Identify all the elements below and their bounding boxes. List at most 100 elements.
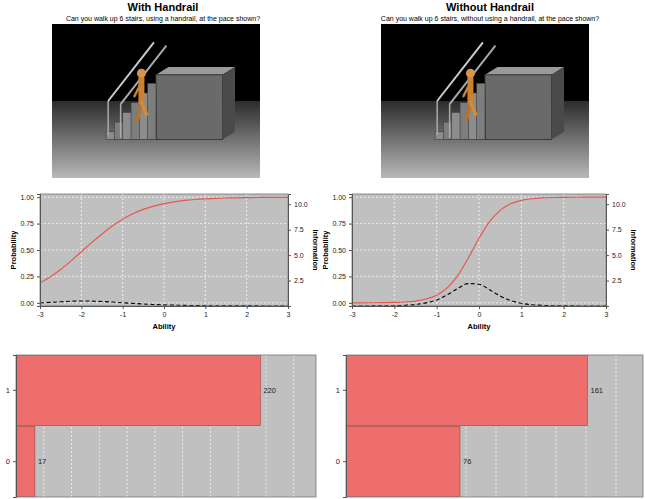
image-step (148, 83, 156, 139)
y2-tick-mark (606, 255, 609, 256)
bar (16, 426, 35, 497)
x-tick-label: 2 (245, 311, 249, 318)
y-tick: 0.50 (20, 247, 40, 254)
image-handrail-post (107, 101, 109, 135)
image-background (381, 24, 589, 178)
plot-background (16, 355, 316, 497)
line-chart: Without Handrail Can you walk up 6 stairs… (321, 1, 638, 331)
y-tick-mark (349, 197, 352, 198)
data-label: 220 (263, 386, 276, 395)
plot-marks (40, 197, 288, 306)
x-tick-mark (81, 306, 82, 309)
series-line (40, 301, 288, 306)
y-axis: 0.000.250.500.751.00 (332, 194, 352, 307)
category-tick: 1 (336, 386, 346, 395)
grid-line (293, 355, 294, 497)
y2-tick: 10.0 (288, 201, 308, 208)
y-tick-mark (37, 197, 40, 198)
grid (352, 194, 606, 306)
bar (346, 355, 588, 426)
image-handrail (450, 46, 496, 105)
y2-axis-title: Information (311, 229, 320, 271)
image-platform (485, 75, 552, 140)
y-tick: 0.00 (20, 300, 40, 307)
y2-tick-label: 5.0 (294, 252, 304, 259)
y2-tick: 2.5 (288, 277, 304, 284)
y2-tick: 5.0 (288, 252, 304, 259)
y2-tick: 10.0 (606, 201, 626, 208)
y2-tick-label: 7.5 (612, 226, 622, 233)
category-axis-line (343, 356, 347, 498)
y-tick-label: 1.00 (332, 194, 346, 201)
y-tick-label: 0.00 (20, 300, 34, 307)
x-tick: 1 (204, 306, 208, 318)
x-tick-label: 3 (287, 311, 291, 318)
y2-tick-mark (606, 204, 609, 205)
plot-marks (346, 355, 588, 497)
category-axis-line (13, 356, 17, 498)
category-axis: 01 (6, 356, 17, 498)
image-platform-top (156, 67, 235, 75)
image-platform-side (552, 67, 564, 139)
y-axis-line (349, 195, 353, 307)
y2-tick-label: 7.5 (294, 226, 304, 233)
y-tick-mark (349, 224, 352, 225)
y2-tick-mark (288, 255, 291, 256)
image-platform (156, 75, 223, 140)
grid-line (266, 355, 267, 497)
y-tick-label: 0.75 (332, 220, 346, 227)
category-tick: 0 (336, 457, 346, 466)
grid-line-y (352, 250, 606, 251)
y-tick-mark (37, 276, 40, 277)
grid-line-y (40, 250, 288, 251)
x-tick-label: -3 (37, 311, 43, 318)
y2-tick-label: 10.0 (612, 201, 626, 208)
x-axis: -3-2-10123 (349, 306, 608, 318)
category-tick-mark (343, 390, 346, 391)
plot-frame (352, 194, 606, 306)
x-tick-mark (205, 306, 206, 309)
chart-title: Without Handrail (446, 1, 534, 13)
data-label: 17 (38, 457, 46, 466)
category-tick-mark (343, 461, 346, 462)
y-tick-mark (349, 303, 352, 304)
image-handrail (121, 46, 167, 105)
image-figure-leg (141, 102, 146, 114)
plot-frame (16, 355, 316, 497)
x-tick: 2 (562, 306, 566, 318)
x-tick-label: 3 (605, 311, 609, 318)
x-tick: 2 (245, 306, 249, 318)
y2-axis: 2.55.07.510.0 (606, 195, 626, 307)
y2-tick: 7.5 (606, 226, 622, 233)
image-figure-arm (463, 82, 470, 96)
x-tick: -2 (392, 306, 398, 318)
image-figure-head (137, 69, 146, 78)
y2-axis-line (289, 195, 292, 307)
image-step (477, 83, 485, 139)
x-tick-label: -2 (79, 311, 85, 318)
y-tick-label: 0.25 (332, 273, 346, 280)
x-tick: 3 (605, 306, 609, 318)
x-tick-label: 0 (478, 311, 482, 318)
grid-line-y (40, 276, 288, 277)
y2-tick-mark (606, 230, 609, 231)
x-tick: 0 (163, 306, 167, 318)
y-tick-label: 0.25 (20, 273, 34, 280)
y-tick-mark (37, 250, 40, 251)
y-axis-line (37, 195, 41, 307)
y2-tick-label: 5.0 (612, 252, 622, 259)
chart-subtitle: Can you walk up 6 stairs, without using … (381, 15, 599, 23)
x-tick-label: 1 (520, 311, 524, 318)
y-tick-mark (37, 303, 40, 304)
x-tick-mark (164, 306, 165, 309)
y2-tick-mark (606, 281, 609, 282)
y2-tick-mark (288, 204, 291, 205)
grid (346, 355, 616, 497)
grid-line (616, 355, 617, 497)
category-tick: 0 (6, 457, 16, 466)
y2-tick-label: 10.0 (294, 201, 308, 208)
category-tick: 1 (6, 386, 16, 395)
grid (40, 194, 288, 306)
x-tick: 0 (478, 306, 482, 318)
image-figure-leg (470, 102, 475, 114)
